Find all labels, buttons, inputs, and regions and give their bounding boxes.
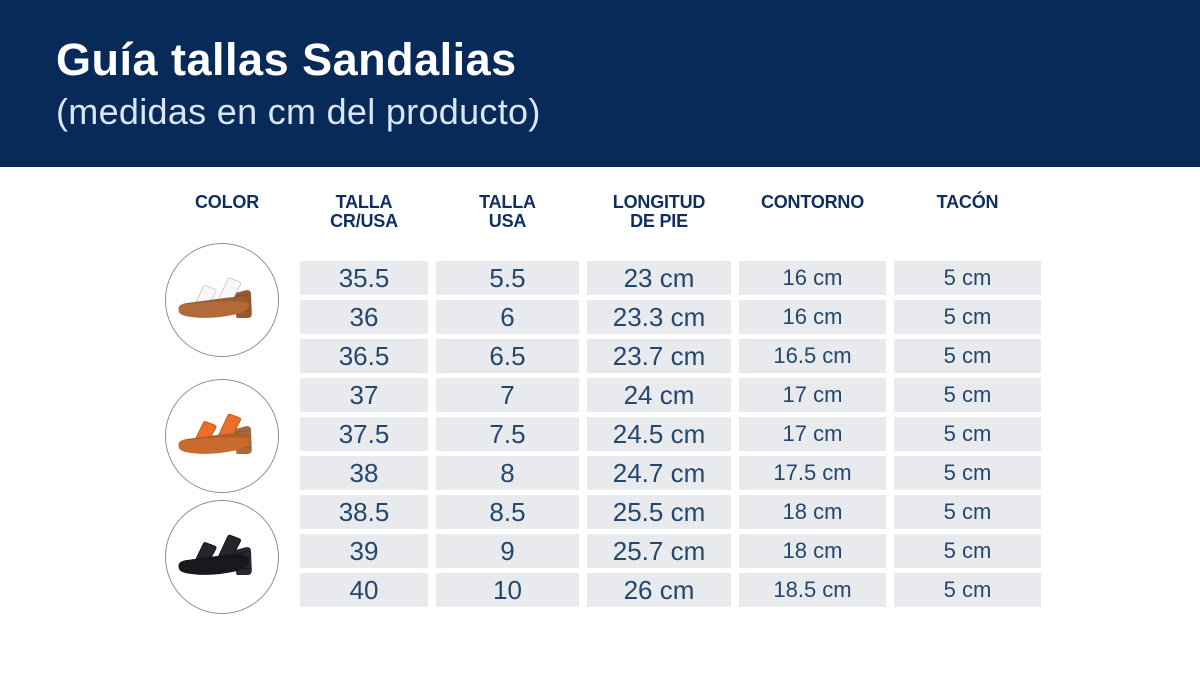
table-cell-contorno: 17 cm	[739, 378, 886, 412]
table-cell-contorno: 17.5 cm	[739, 456, 886, 490]
orange-sandal-photo	[178, 413, 252, 454]
black-sandal-photo	[178, 534, 252, 575]
table-cell-talla-usa: 7.5	[436, 417, 579, 451]
column-header-longitud-de-pie: LONGITUD DE PIE	[587, 193, 731, 231]
table-cell-longitud-de-pie: 26 cm	[587, 573, 731, 607]
table-cell-tacon: 5 cm	[894, 573, 1041, 607]
table-cell-talla-cr-usa: 37	[300, 378, 428, 412]
column-header-talla-usa: TALLA USA	[436, 193, 579, 231]
table-cell-talla-cr-usa: 38	[300, 456, 428, 490]
table-cell-talla-usa: 10	[436, 573, 579, 607]
table-cell-talla-cr-usa: 39	[300, 534, 428, 568]
table-cell-tacon: 5 cm	[894, 534, 1041, 568]
table-cell-talla-cr-usa: 37.5	[300, 417, 428, 451]
table-cell-tacon: 5 cm	[894, 339, 1041, 373]
table-cell-longitud-de-pie: 23 cm	[587, 261, 731, 295]
table-cell-tacon: 5 cm	[894, 417, 1041, 451]
table-cell-contorno: 16.5 cm	[739, 339, 886, 373]
column-header-line2: DE PIE	[630, 211, 688, 231]
table-cell-talla-usa: 6	[436, 300, 579, 334]
column-header-tacon: TACÓN	[894, 193, 1041, 231]
orange-sandal-circle	[165, 379, 279, 493]
table-cell-talla-usa: 7	[436, 378, 579, 412]
table-cell-talla-cr-usa: 35.5	[300, 261, 428, 295]
table-cell-longitud-de-pie: 24.5 cm	[587, 417, 731, 451]
table-cell-talla-cr-usa: 36.5	[300, 339, 428, 373]
table-cell-tacon: 5 cm	[894, 261, 1041, 295]
column-header-line1: TALLA	[479, 192, 536, 212]
table-cell-tacon: 5 cm	[894, 456, 1041, 490]
table-cell-talla-usa: 9	[436, 534, 579, 568]
table-cell-talla-usa: 8.5	[436, 495, 579, 529]
header-banner: Guía tallas Sandalias (medidas en cm del…	[0, 0, 1200, 167]
table-cell-contorno: 16 cm	[739, 300, 886, 334]
column-header-line2: CR/USA	[330, 211, 398, 231]
page-subtitle: (medidas en cm del producto)	[56, 91, 541, 132]
column-header-line1: TALLA	[335, 192, 393, 212]
table-cell-longitud-de-pie: 24 cm	[587, 378, 731, 412]
table-cell-tacon: 5 cm	[894, 378, 1041, 412]
column-header-line2: USA	[488, 211, 527, 231]
column-header-line1: LONGITUD	[612, 192, 706, 212]
table-cell-contorno: 18.5 cm	[739, 573, 886, 607]
column-header-line1: TACÓN	[936, 192, 999, 212]
column-header-line1: CONTORNO	[760, 192, 865, 212]
table-cell-tacon: 5 cm	[894, 495, 1041, 529]
table-cell-talla-cr-usa: 40	[300, 573, 428, 607]
table-cell-contorno: 18 cm	[739, 495, 886, 529]
table-cell-talla-usa: 8	[436, 456, 579, 490]
table-cell-tacon: 5 cm	[894, 300, 1041, 334]
table-cell-longitud-de-pie: 25.7 cm	[587, 534, 731, 568]
page-title: Guía tallas Sandalias	[56, 34, 517, 85]
column-header-contorno: CONTORNO	[739, 193, 886, 231]
table-header-row: COLOR TALLA CR/USA TALLA USA LONGITUD DE PIE CO…	[162, 193, 1041, 231]
column-header-line1: COLOR	[195, 192, 259, 212]
table-body: 35.5 5.5 23 cm 16 cm 5 cm 36 6 23.3 cm 16 cm 5 cm…	[162, 261, 1041, 607]
table-cell-talla-usa: 5.5	[436, 261, 579, 295]
white-sandal-circle	[165, 243, 279, 357]
column-header-talla-cr-usa: TALLA CR/USA	[300, 193, 428, 231]
table-cell-longitud-de-pie: 23.7 cm	[587, 339, 731, 373]
table-cell-talla-usa: 6.5	[436, 339, 579, 373]
black-sandal-circle	[165, 500, 279, 614]
table-cell-contorno: 18 cm	[739, 534, 886, 568]
white-sandal-photo	[178, 277, 252, 318]
table-cell-talla-cr-usa: 36	[300, 300, 428, 334]
table-cell-talla-cr-usa: 38.5	[300, 495, 428, 529]
column-header-color: COLOR	[162, 193, 292, 231]
table-cell-longitud-de-pie: 23.3 cm	[587, 300, 731, 334]
table-cell-longitud-de-pie: 24.7 cm	[587, 456, 731, 490]
table-cell-longitud-de-pie: 25.5 cm	[587, 495, 731, 529]
table-cell-contorno: 16 cm	[739, 261, 886, 295]
table-cell-contorno: 17 cm	[739, 417, 886, 451]
